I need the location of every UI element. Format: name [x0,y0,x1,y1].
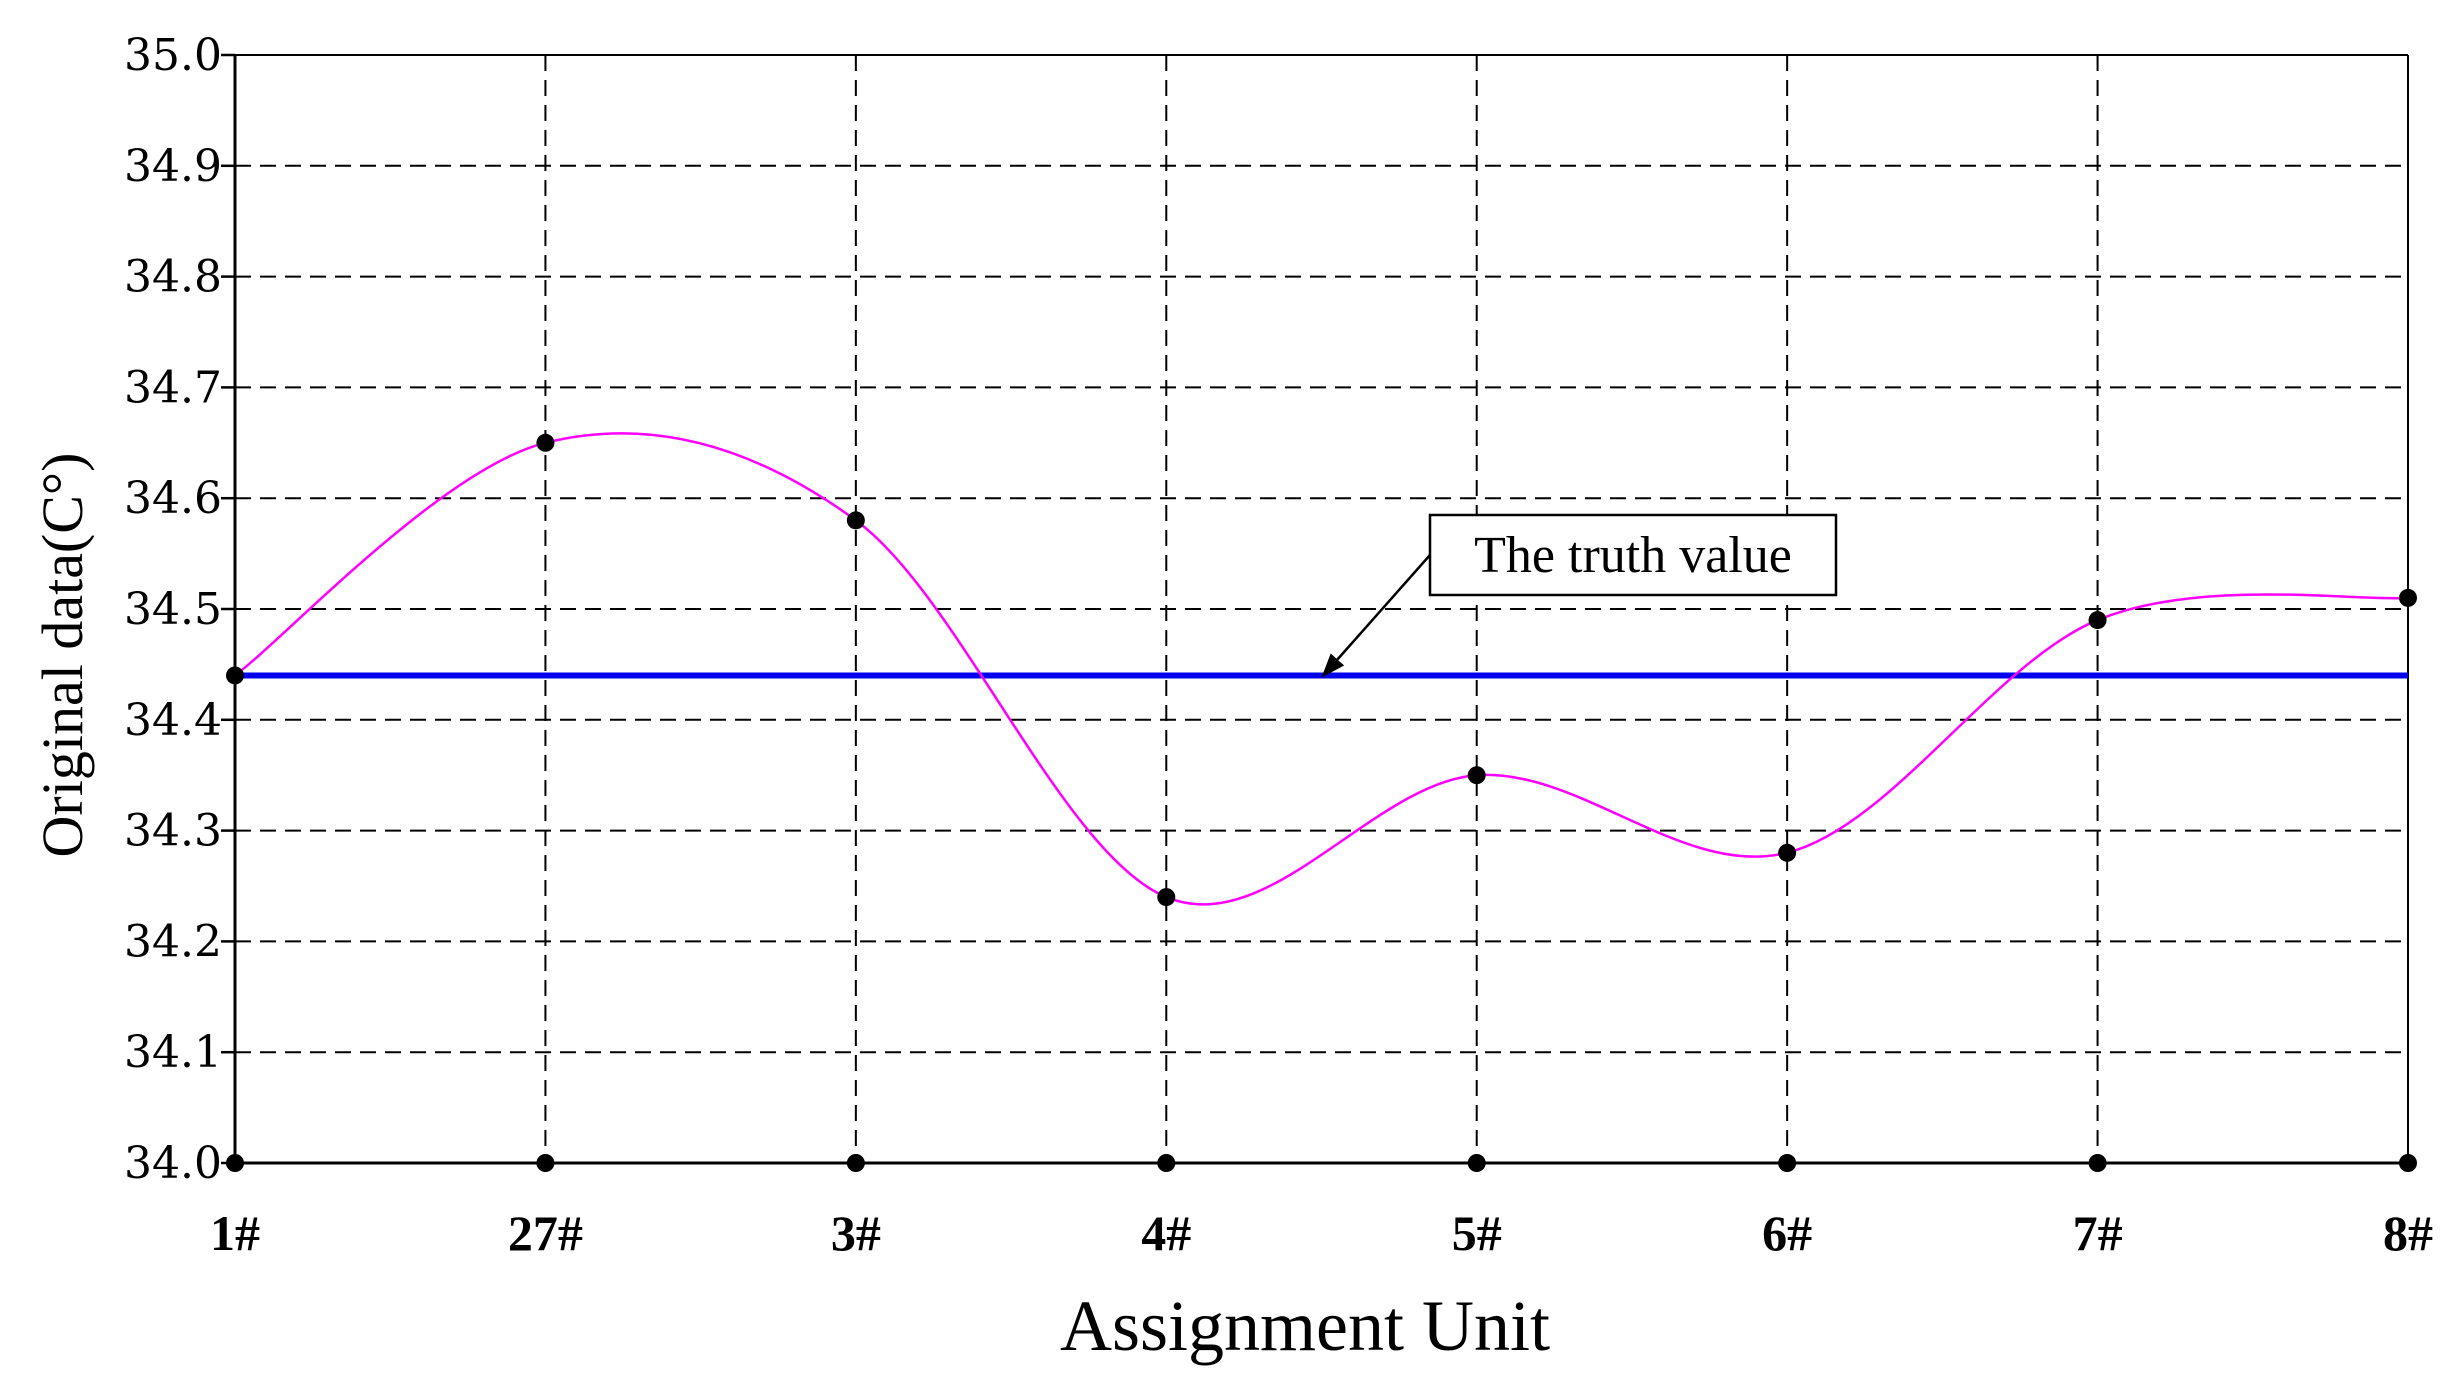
data-point [2399,588,2417,607]
x-tick-label: 6# [1762,1205,1812,1261]
y-tick-label: 35.0 [124,30,222,81]
annotation-leader-line [1336,554,1431,661]
x-tick-label: 4# [1141,1205,1191,1261]
series-group [234,432,2409,906]
data-point [1778,843,1797,862]
y-tick-label: 34.0 [124,1138,222,1189]
y-tick-label: 34.2 [124,916,222,967]
x-tick-label: 5# [1452,1205,1502,1261]
data-point [1157,888,1176,907]
y-tick-label: 34.5 [124,584,222,635]
baseline-marker [846,1154,865,1172]
data-point [536,433,555,452]
y-tick-label: 34.6 [124,473,222,524]
baseline-marker [1157,1154,1176,1172]
y-axis-title: Original data(C°) [30,453,95,858]
data-point [1467,766,1486,785]
y-tick-label: 34.9 [124,141,222,192]
baseline-marker [2088,1154,2107,1172]
reference-annotation: The truth value [1321,513,1838,678]
annotation-arrowhead [1321,653,1345,678]
y-tick-label: 34.7 [124,362,222,413]
tick-labels: 34.0 34.1 34.2 34.3 34.4 34.5 34.6 34.7 34.8 34.9… [124,30,2433,1261]
y-tick-label: 34.3 [124,806,222,857]
x-tick-label: 7# [2073,1205,2123,1261]
annotation-label: The truth value [1474,527,1792,584]
baseline-marker [1467,1154,1486,1172]
grid [235,55,2408,1163]
x-tick-label: 1# [210,1205,260,1261]
data-point [226,666,244,685]
x-axis-title: Assignment Unit [1060,1286,1550,1366]
baseline-marker [536,1154,555,1172]
x-tick-label: 8# [2383,1205,2433,1261]
x-tick-label: 27# [508,1205,583,1261]
x-tick-label: 3# [831,1205,881,1261]
series-line [234,432,2409,906]
y-tick-label: 34.4 [124,695,222,746]
annotation-box [1428,513,1838,597]
y-tick-label: 34.1 [124,1027,222,1078]
baseline-marker [2399,1154,2417,1172]
data-point [846,511,865,530]
marker-group [226,433,2417,1172]
y-tick-label: 34.8 [124,252,222,303]
data-point [2088,611,2107,630]
baseline-marker [1778,1154,1797,1172]
